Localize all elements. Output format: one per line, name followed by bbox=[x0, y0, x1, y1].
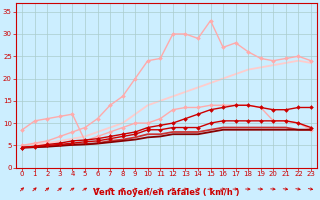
X-axis label: Vent moyen/en rafales ( km/h ): Vent moyen/en rafales ( km/h ) bbox=[93, 188, 240, 197]
